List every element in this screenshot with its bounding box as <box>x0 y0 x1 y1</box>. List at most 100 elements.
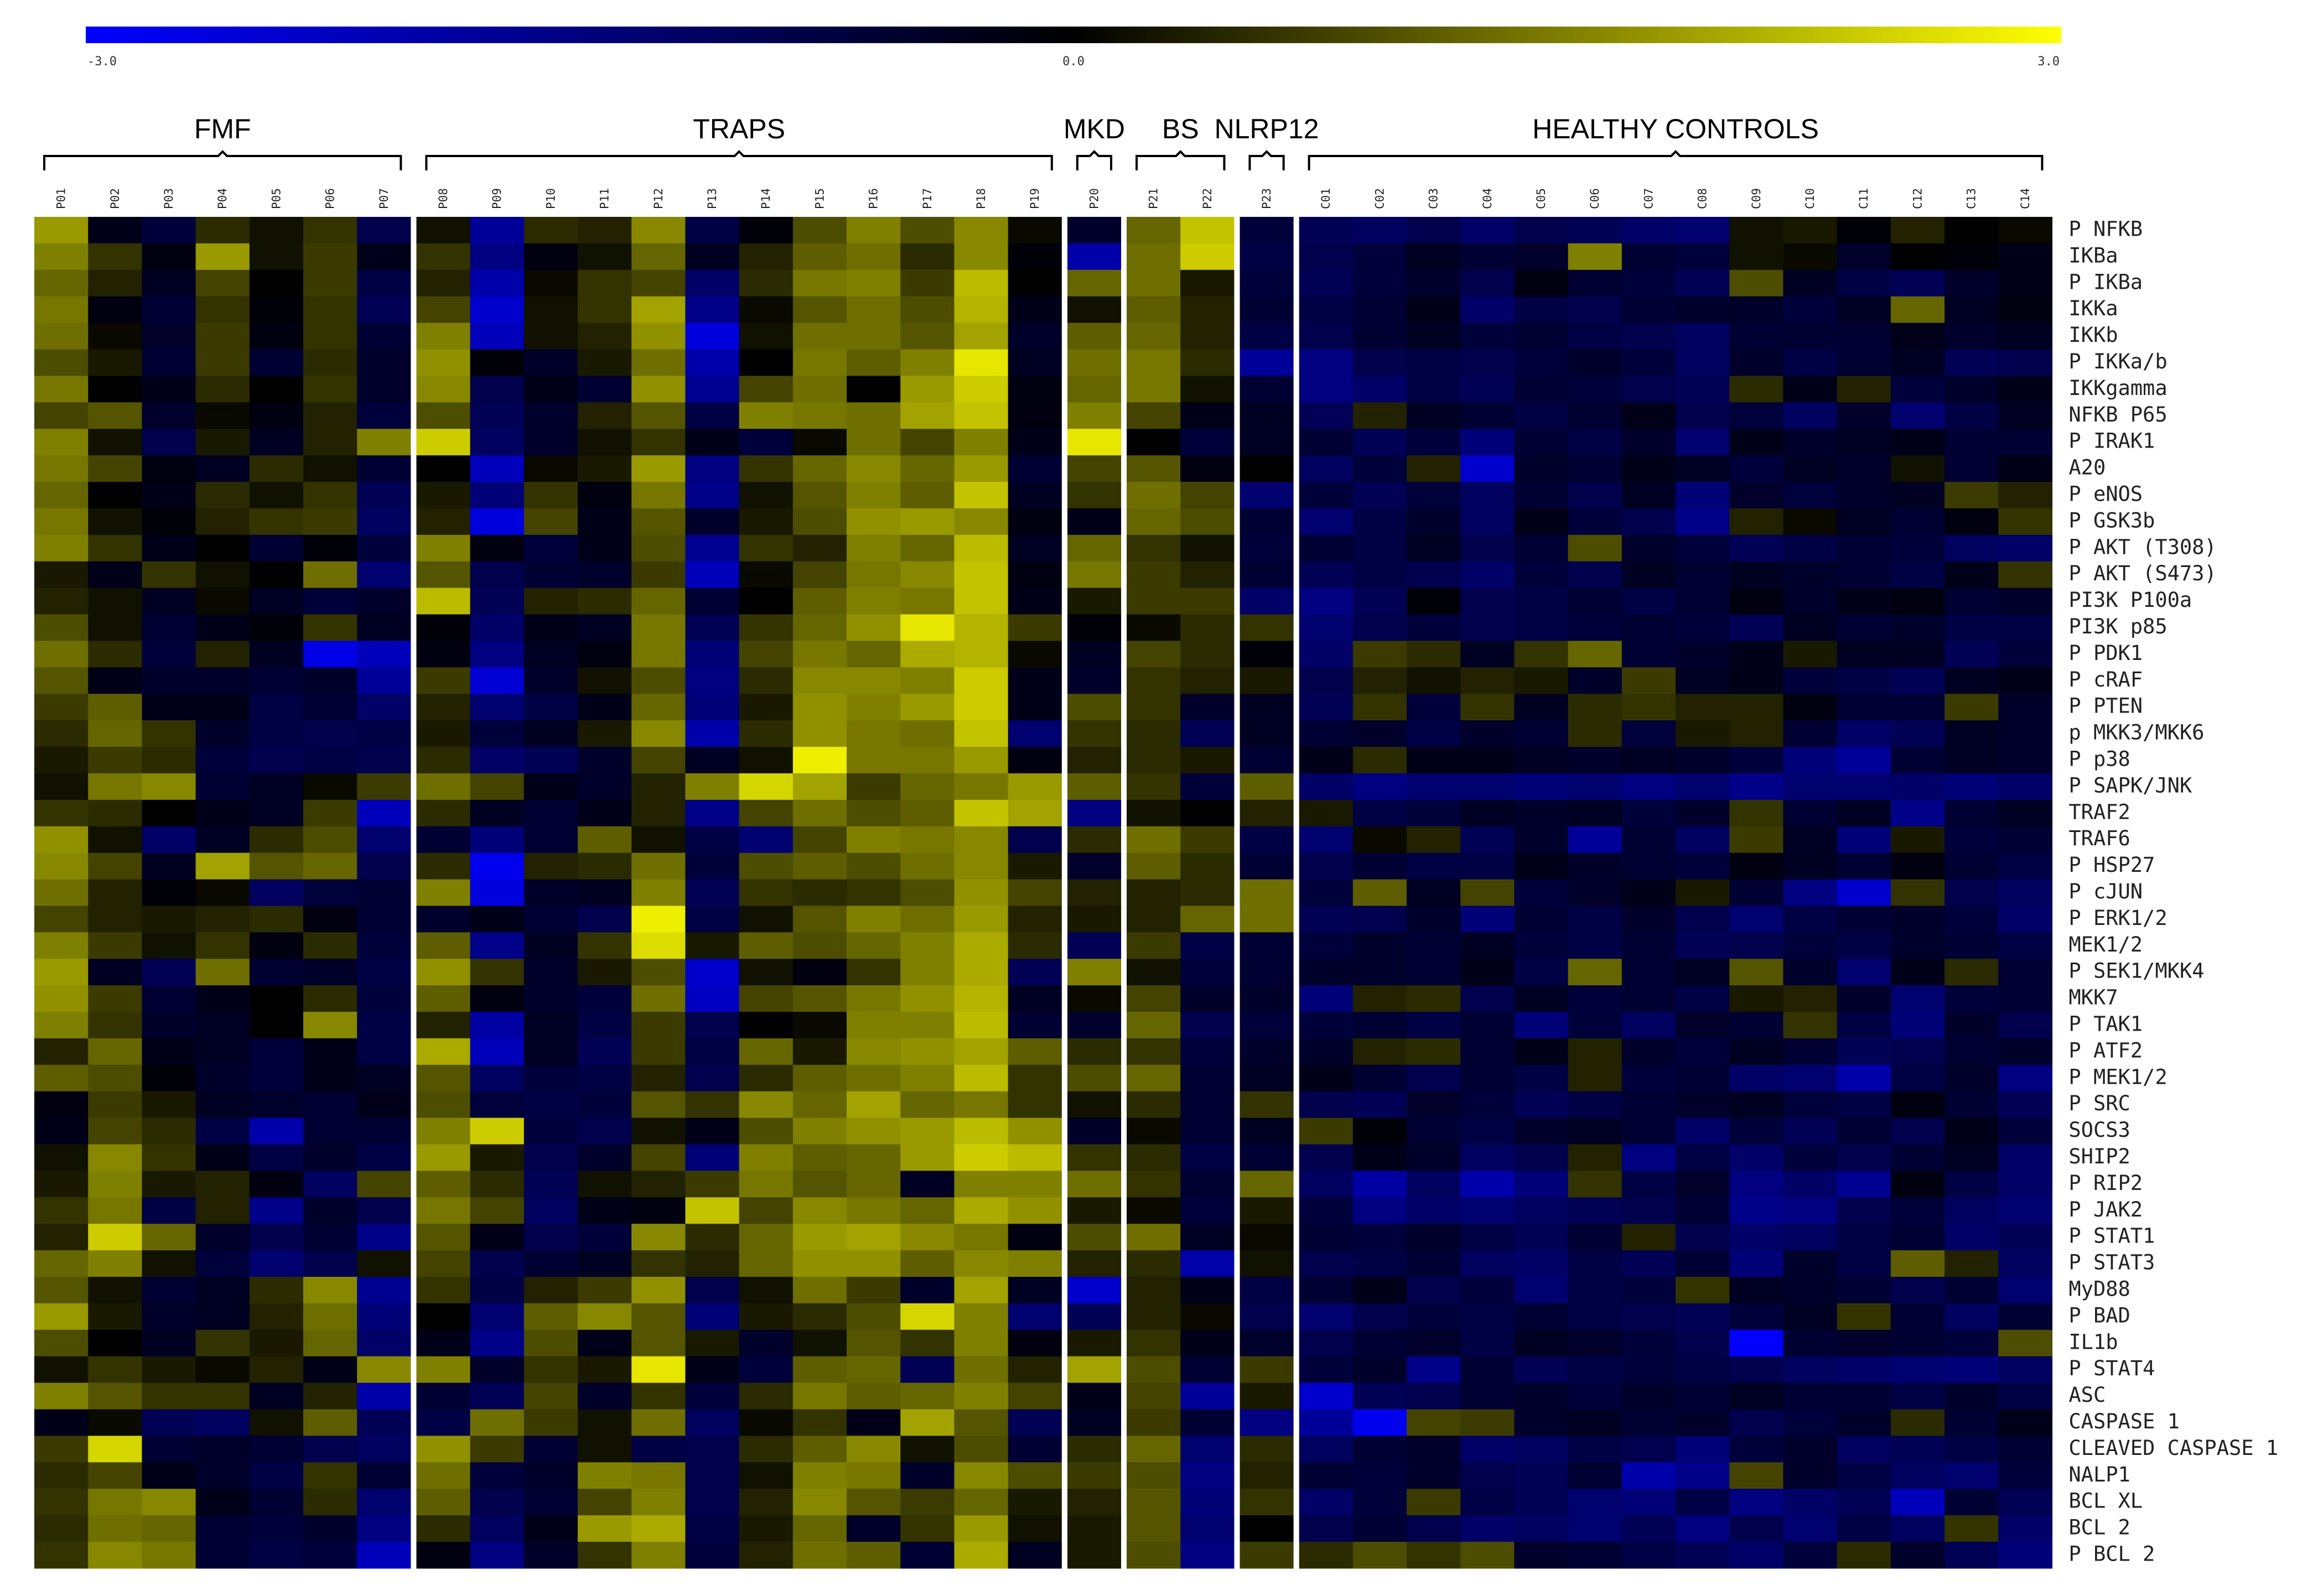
heatmap-cell <box>739 985 794 1012</box>
heatmap-cell <box>1180 906 1235 933</box>
heatmap-cell <box>1240 614 1294 641</box>
heatmap-cell <box>578 1064 632 1092</box>
heatmap-cell <box>1514 534 1569 562</box>
heatmap-cell <box>1621 269 1676 297</box>
heatmap-cell <box>685 349 740 376</box>
heatmap-cell <box>1460 667 1515 694</box>
heatmap-cell <box>1514 269 1569 297</box>
heatmap-cell <box>792 1197 847 1224</box>
heatmap-cell <box>1460 269 1515 297</box>
heatmap-cell <box>900 269 955 297</box>
heatmap-cell <box>470 1382 525 1410</box>
heatmap-cell <box>249 773 304 800</box>
heatmap-cell <box>1127 1224 1181 1251</box>
heatmap-cell <box>88 455 142 482</box>
heatmap-cell <box>1352 588 1407 615</box>
heatmap-cell <box>1837 217 1891 244</box>
heatmap-cell <box>631 1091 686 1119</box>
heatmap-cell <box>1127 985 1181 1012</box>
heatmap-cell <box>739 323 794 350</box>
heatmap-cell <box>303 1012 357 1039</box>
heatmap-cell <box>1837 534 1891 562</box>
heatmap-cell <box>578 852 632 880</box>
heatmap-cell <box>1180 1171 1235 1198</box>
heatmap-cell <box>1127 799 1181 827</box>
heatmap-cell <box>142 376 196 403</box>
column-label: P19 <box>1028 188 1041 209</box>
heatmap-cell <box>1621 1091 1676 1119</box>
heatmap-cell <box>1783 1117 1838 1145</box>
heatmap-cell <box>34 1409 89 1436</box>
heatmap-cell <box>1783 1091 1838 1119</box>
row-label: IKKa <box>2068 297 2118 320</box>
heatmap-cell <box>1890 959 1945 986</box>
heatmap-cell <box>470 534 525 562</box>
heatmap-cell <box>792 1356 847 1384</box>
heatmap-cell <box>1514 959 1569 986</box>
heatmap-cell <box>34 879 89 906</box>
heatmap-cell <box>1837 959 1891 986</box>
heatmap-cell <box>249 879 304 906</box>
heatmap-cell <box>1676 349 1730 376</box>
heatmap-cell <box>88 1064 142 1092</box>
row-label: P ATF2 <box>2068 1038 2143 1062</box>
heatmap-cell <box>523 269 578 297</box>
heatmap-cell <box>847 747 901 774</box>
heatmap-cell <box>1008 1489 1062 1516</box>
heatmap-cell <box>1352 243 1407 271</box>
heatmap-cell <box>1783 376 1838 403</box>
heatmap-cell <box>685 1012 740 1039</box>
heatmap-cell <box>416 641 471 668</box>
heatmap-cell <box>685 773 740 800</box>
heatmap-cell <box>470 959 525 986</box>
heatmap-cell <box>1729 482 1783 509</box>
heatmap-cell <box>88 1462 142 1489</box>
heatmap-cell <box>1945 269 1999 297</box>
heatmap-cell <box>1514 1542 1569 1569</box>
heatmap-cell <box>1407 508 1461 536</box>
heatmap-cell <box>195 1542 250 1569</box>
heatmap-cell <box>357 720 411 747</box>
heatmap-cell <box>1407 534 1461 562</box>
heatmap-cell <box>631 376 686 403</box>
heatmap-cell <box>1998 508 2052 536</box>
heatmap-cell <box>1783 1224 1838 1251</box>
heatmap-cell <box>416 826 471 854</box>
heatmap-cell <box>1621 561 1676 589</box>
heatmap-cell <box>1837 667 1891 694</box>
heatmap-cell <box>88 243 142 271</box>
heatmap-cell <box>1460 906 1515 933</box>
heatmap-cell <box>1945 508 1999 536</box>
heatmap-cell <box>847 773 901 800</box>
heatmap-cell <box>900 1303 955 1330</box>
heatmap-cell <box>954 402 1009 429</box>
heatmap-cell <box>900 852 955 880</box>
heatmap-cell <box>1837 1012 1891 1039</box>
heatmap-cell <box>578 1171 632 1198</box>
heatmap-cell <box>1067 1091 1122 1119</box>
heatmap-cell <box>1407 1382 1461 1410</box>
heatmap-cell <box>1945 906 1999 933</box>
heatmap-cell <box>578 588 632 615</box>
heatmap-cell <box>1998 323 2052 350</box>
heatmap-cell <box>195 959 250 986</box>
heatmap-cell <box>470 906 525 933</box>
row-label: NFKB P65 <box>2068 403 2167 427</box>
heatmap-cell <box>523 641 578 668</box>
row-label: BCL 2 <box>2068 1516 2130 1540</box>
heatmap-cell <box>1729 243 1783 271</box>
heatmap-cell <box>900 799 955 827</box>
heatmap-cell <box>1240 1303 1294 1330</box>
heatmap-cell <box>88 720 142 747</box>
heatmap-cell <box>1067 1064 1122 1092</box>
heatmap-cell <box>1514 667 1569 694</box>
heatmap-cell <box>739 773 794 800</box>
heatmap-cell <box>1568 349 1622 376</box>
heatmap-cell <box>847 1409 901 1436</box>
heatmap-cell <box>1008 1117 1062 1145</box>
heatmap-cell <box>249 588 304 615</box>
column-label: C06 <box>1588 188 1601 209</box>
heatmap-cell <box>1067 323 1122 350</box>
heatmap-cell <box>88 269 142 297</box>
heatmap-cell <box>142 561 196 589</box>
